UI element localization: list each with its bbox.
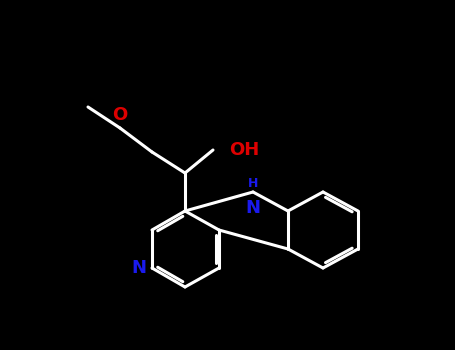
Text: N: N (131, 259, 147, 277)
Text: H: H (248, 177, 258, 190)
Text: N: N (246, 199, 261, 217)
Text: O: O (112, 106, 127, 124)
Text: OH: OH (229, 141, 259, 159)
